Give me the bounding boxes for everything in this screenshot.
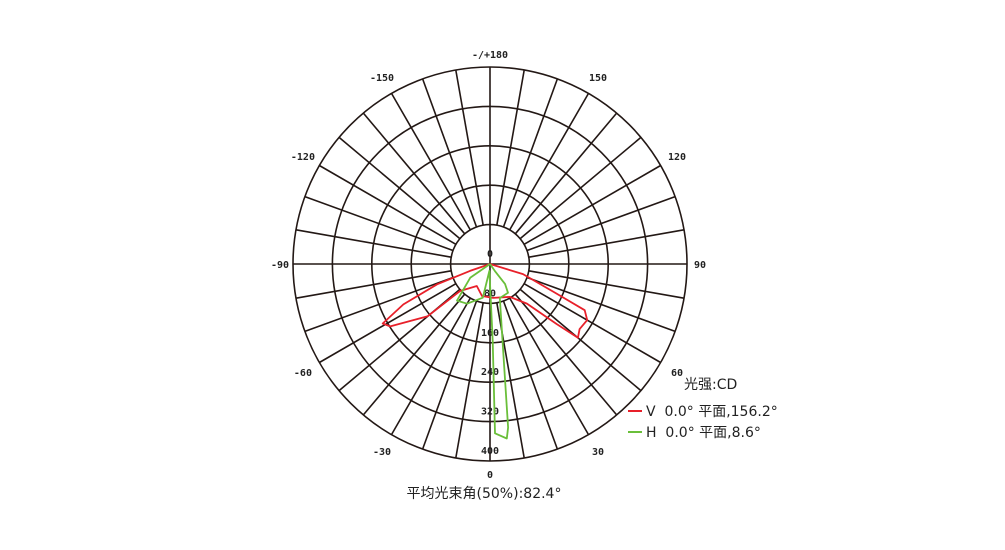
legend-item-h: H 0.0° 平面,8.6° (628, 421, 778, 442)
grid-spoke (509, 92, 590, 231)
grid-spoke (390, 297, 471, 436)
radial-tick-label: 0 (487, 249, 493, 260)
beam-angle-footer: 平均光束角(50%):82.4° (406, 486, 562, 502)
angle-tick-label: -60 (294, 368, 312, 379)
angle-tick-label: 90 (694, 260, 706, 271)
grid-spoke (295, 229, 452, 258)
grid-spoke (455, 69, 484, 226)
angle-tick-label: 0 (487, 470, 493, 481)
radial-tick-label: 400 (481, 446, 499, 457)
series-curve-h (456, 263, 509, 440)
grid-spoke (526, 195, 676, 252)
grid-spoke (455, 302, 484, 459)
grid-spoke (528, 229, 685, 258)
grid-spoke (526, 276, 676, 333)
angle-tick-label: 120 (668, 152, 686, 163)
grid-spoke (338, 136, 461, 240)
grid-spoke (514, 293, 618, 416)
grid-spoke (502, 78, 559, 228)
grid-spoke (421, 300, 478, 450)
grid-spoke (421, 78, 478, 228)
angle-tick-label: -120 (291, 152, 315, 163)
grid-spoke (390, 92, 471, 231)
grid-spoke (295, 270, 452, 299)
legend: V 0.0° 平面,156.2° H 0.0° 平面,8.6° (628, 400, 778, 442)
legend-swatch-v (628, 409, 642, 412)
angle-tick-label: 150 (589, 73, 607, 84)
grid-spoke (362, 293, 466, 416)
angle-tick-label: -150 (370, 73, 394, 84)
grid-spoke (496, 69, 525, 226)
grid-spoke (523, 283, 662, 364)
legend-item-v: V 0.0° 平面,156.2° (628, 400, 778, 421)
grid-spoke (318, 283, 457, 364)
grid-spoke (362, 112, 466, 235)
legend-swatch-h (628, 430, 642, 433)
unit-label: 光强:CD (684, 377, 738, 393)
angle-tick-label: -/+180 (472, 50, 508, 61)
grid-spoke (514, 112, 618, 235)
grid-spoke (519, 136, 642, 240)
grid-spoke (509, 297, 590, 436)
grid-spoke (304, 195, 454, 252)
series-curve-v (381, 263, 589, 339)
legend-label-v: V 0.0° 平面,156.2° (646, 403, 778, 420)
radial-tick-label: 320 (481, 407, 499, 418)
grid-spoke (318, 164, 457, 245)
grid-spoke (304, 276, 454, 333)
grid-spoke (502, 300, 559, 450)
grid-spoke (528, 270, 685, 299)
grid-spoke (519, 288, 642, 392)
radial-tick-label: 160 (481, 328, 499, 339)
radial-tick-label: 240 (481, 367, 499, 378)
angle-tick-label: -90 (271, 260, 289, 271)
legend-label-h: H 0.0° 平面,8.6° (646, 424, 761, 441)
angle-tick-label: -30 (373, 447, 391, 458)
grid-spoke (523, 164, 662, 245)
angle-tick-label: 60 (671, 368, 683, 379)
angle-tick-label: 30 (592, 447, 604, 458)
